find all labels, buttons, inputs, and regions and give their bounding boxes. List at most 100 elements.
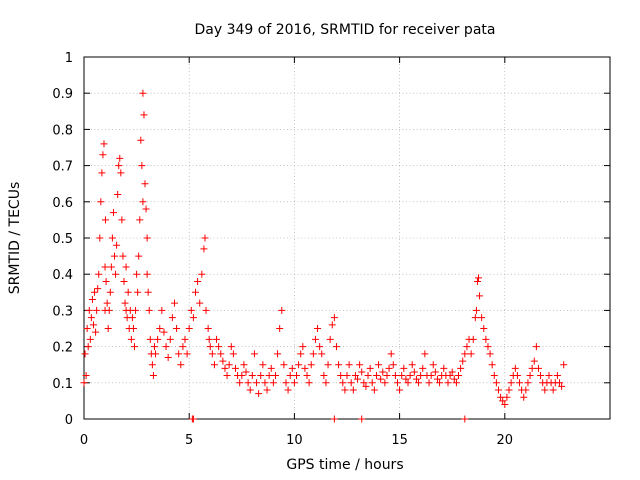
data-point	[181, 335, 189, 343]
data-point	[408, 361, 416, 369]
data-point	[343, 372, 351, 380]
data-point	[425, 379, 433, 387]
data-point	[446, 372, 454, 380]
data-point	[92, 328, 100, 336]
data-point	[503, 393, 511, 401]
data-point	[244, 379, 252, 387]
data-point	[530, 357, 538, 365]
data-point	[461, 415, 469, 423]
data-point	[314, 325, 322, 332]
data-point	[511, 364, 519, 372]
data-point	[463, 343, 471, 351]
data-point	[117, 169, 125, 177]
data-point	[132, 306, 140, 314]
data-point	[107, 263, 115, 271]
data-point	[381, 379, 389, 387]
data-point	[556, 379, 564, 387]
data-point	[108, 234, 116, 242]
data-point	[87, 314, 95, 322]
data-point	[143, 270, 151, 278]
data-point	[473, 277, 481, 285]
data-point	[400, 364, 408, 372]
data-point	[100, 140, 108, 148]
data-point	[142, 205, 150, 213]
data-point	[499, 397, 507, 405]
data-point	[541, 386, 549, 394]
data-point	[135, 252, 143, 260]
data-point	[457, 364, 465, 372]
data-point	[133, 270, 141, 278]
data-point	[236, 379, 244, 387]
y-tick-labels: 0 0.1 0.2 0.3 0.4 0.5 0.6 0.7 0.8 0.9 1	[52, 51, 73, 428]
data-point	[406, 372, 414, 380]
data-point	[301, 364, 309, 372]
data-point	[156, 325, 164, 332]
data-point	[488, 361, 496, 369]
data-point	[450, 375, 458, 383]
data-point	[134, 288, 142, 296]
data-point	[221, 364, 229, 372]
data-point	[553, 372, 561, 380]
data-point	[316, 343, 324, 351]
data-point	[560, 361, 568, 369]
x-tick-labels: 0 5 10 15 20	[80, 433, 513, 448]
data-point	[322, 379, 330, 387]
y-tick-label: 0.2	[52, 341, 73, 356]
data-point	[415, 379, 423, 387]
data-point	[259, 361, 267, 369]
data-point	[492, 379, 500, 387]
data-point	[88, 296, 96, 304]
data-point	[96, 234, 104, 242]
data-point	[295, 361, 303, 369]
data-point	[144, 288, 152, 296]
data-point	[505, 386, 513, 394]
data-point	[225, 361, 233, 369]
data-point	[337, 372, 345, 380]
data-point	[427, 372, 435, 380]
data-point	[494, 386, 502, 394]
data-point	[324, 361, 332, 369]
data-point	[121, 299, 129, 307]
data-point	[269, 379, 277, 387]
data-point	[377, 375, 385, 383]
data-point	[271, 372, 279, 380]
data-point	[341, 386, 349, 394]
data-point	[332, 343, 340, 351]
data-point	[253, 379, 261, 387]
data-point	[354, 375, 362, 383]
data-point	[520, 393, 528, 401]
data-point	[208, 350, 216, 358]
data-point	[351, 372, 359, 380]
data-point	[345, 361, 353, 369]
data-point	[335, 361, 343, 369]
data-point	[387, 350, 395, 358]
data-point	[421, 350, 429, 358]
data-point	[185, 325, 193, 332]
data-point	[231, 364, 239, 372]
data-point	[104, 325, 112, 332]
data-point	[286, 372, 294, 380]
data-point	[250, 350, 258, 358]
data-point	[139, 198, 147, 206]
data-point	[137, 136, 145, 144]
data-point	[257, 372, 265, 380]
data-point	[436, 379, 444, 387]
data-point	[152, 350, 160, 358]
data-point	[320, 372, 328, 380]
data-point	[461, 350, 469, 358]
data-point	[326, 335, 334, 343]
data-point	[103, 299, 111, 307]
data-point	[558, 382, 566, 390]
data-point	[140, 111, 148, 119]
data-point	[99, 151, 107, 159]
data-point	[267, 364, 275, 372]
data-point	[433, 375, 441, 383]
data-point	[339, 379, 347, 387]
data-point	[391, 372, 399, 380]
data-point	[219, 357, 227, 365]
data-point	[412, 375, 420, 383]
data-point	[179, 343, 187, 351]
data-point	[263, 386, 271, 394]
data-point	[166, 335, 174, 343]
data-point	[472, 306, 480, 314]
